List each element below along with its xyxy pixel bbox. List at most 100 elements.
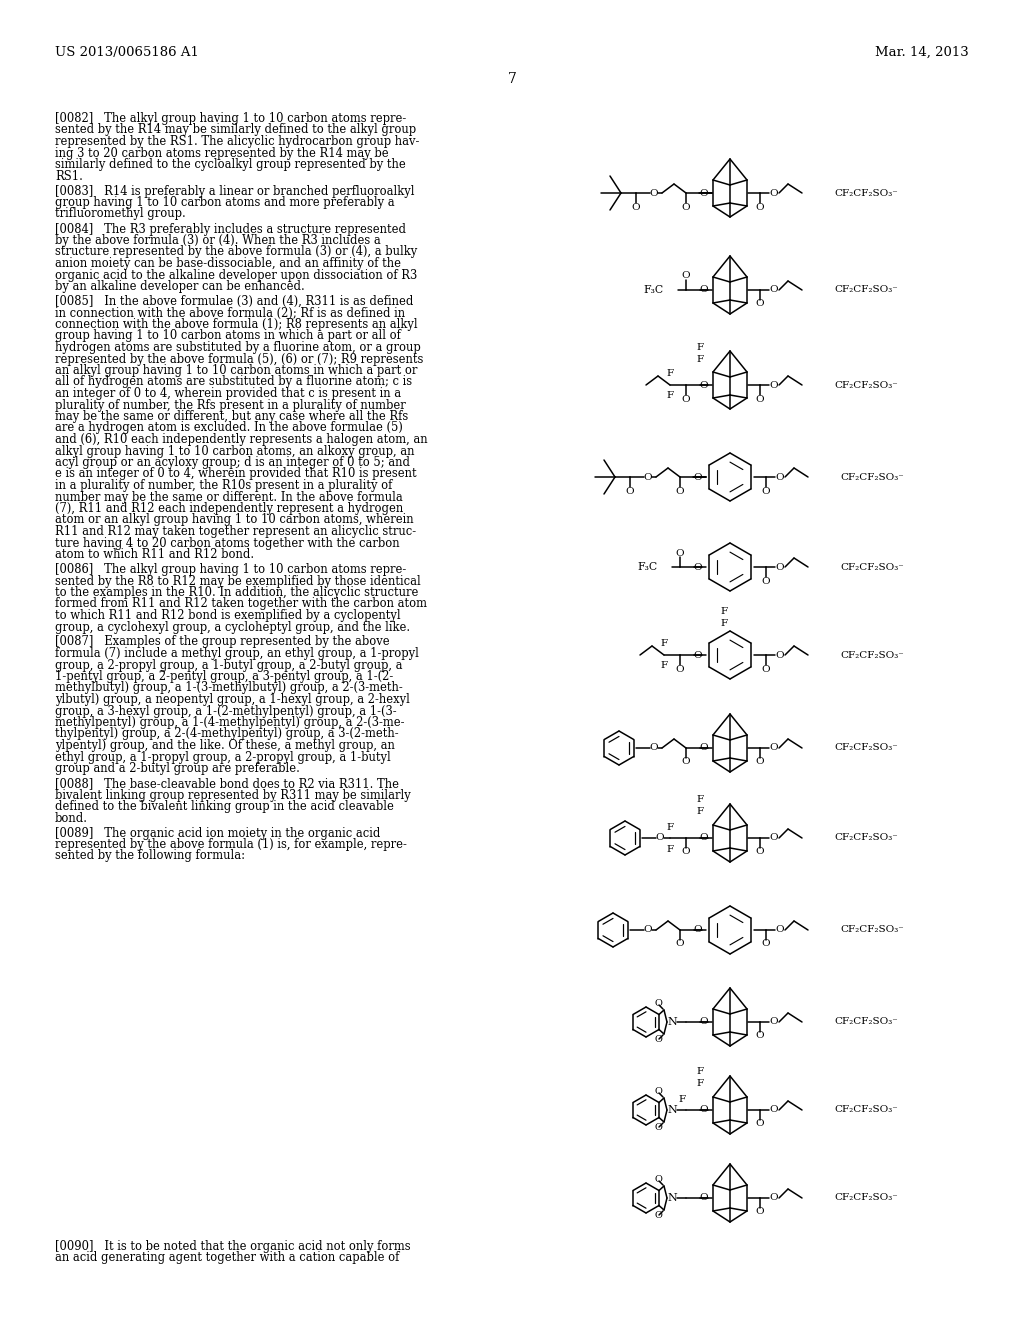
Text: O: O — [654, 1212, 662, 1221]
Text: are a hydrogen atom is excluded. In the above formulae (5): are a hydrogen atom is excluded. In the … — [55, 421, 402, 434]
Text: [0083]   R14 is preferably a linear or branched perfluoroalkyl: [0083] R14 is preferably a linear or bra… — [55, 185, 415, 198]
Text: N: N — [667, 1016, 677, 1027]
Text: 1-pentyl group, a 2-pentyl group, a 3-pentyl group, a 1-(2-: 1-pentyl group, a 2-pentyl group, a 3-pe… — [55, 671, 393, 682]
Text: F: F — [696, 1068, 703, 1077]
Text: O: O — [626, 487, 634, 495]
Text: acyl group or an acyloxy group; d is an integer of 0 to 5; and: acyl group or an acyloxy group; d is an … — [55, 455, 410, 469]
Text: O: O — [693, 651, 702, 660]
Text: O: O — [770, 1018, 778, 1027]
Text: F: F — [696, 342, 703, 351]
Text: ing 3 to 20 carbon atoms represented by the R14 may be: ing 3 to 20 carbon atoms represented by … — [55, 147, 389, 160]
Text: F: F — [721, 606, 728, 615]
Text: CF₂CF₂SO₃⁻: CF₂CF₂SO₃⁻ — [840, 562, 904, 572]
Text: similarly defined to the cycloalkyl group represented by the: similarly defined to the cycloalkyl grou… — [55, 158, 406, 172]
Text: 7: 7 — [508, 73, 516, 86]
Text: in connection with the above formula (2); Rf is as defined in: in connection with the above formula (2)… — [55, 306, 406, 319]
Text: ture having 4 to 20 carbon atoms together with the carbon: ture having 4 to 20 carbon atoms togethe… — [55, 536, 399, 549]
Text: O: O — [654, 999, 662, 1008]
Text: O: O — [756, 300, 764, 309]
Text: hydrogen atoms are substituted by a fluorine atom, or a group: hydrogen atoms are substituted by a fluo… — [55, 341, 421, 354]
Text: O: O — [644, 473, 652, 482]
Text: O: O — [699, 189, 709, 198]
Text: CF₂CF₂SO₃⁻: CF₂CF₂SO₃⁻ — [834, 1106, 898, 1114]
Text: may be the same or different, but any case where all the Rfs: may be the same or different, but any ca… — [55, 411, 409, 422]
Text: O: O — [644, 925, 652, 935]
Text: e is an integer of 0 to 4, wherein provided that R10 is present: e is an integer of 0 to 4, wherein provi… — [55, 467, 417, 480]
Text: O: O — [649, 189, 658, 198]
Text: methylbutyl) group, a 1-(3-methylbutyl) group, a 2-(3-meth-: methylbutyl) group, a 1-(3-methylbutyl) … — [55, 681, 402, 694]
Text: CF₂CF₂SO₃⁻: CF₂CF₂SO₃⁻ — [834, 833, 898, 842]
Text: [0082]   The alkyl group having 1 to 10 carbon atoms repre-: [0082] The alkyl group having 1 to 10 ca… — [55, 112, 407, 125]
Text: represented by the RS1. The alicyclic hydrocarbon group hav-: represented by the RS1. The alicyclic hy… — [55, 135, 420, 148]
Text: represented by the above formula (5), (6) or (7); R9 represents: represented by the above formula (5), (6… — [55, 352, 423, 366]
Text: by an alkaline developer can be enhanced.: by an alkaline developer can be enhanced… — [55, 280, 305, 293]
Text: group, a 3-hexyl group, a 1-(2-methylpentyl) group, a 1-(3-: group, a 3-hexyl group, a 1-(2-methylpen… — [55, 705, 396, 718]
Text: in a plurality of number, the R10s present in a plurality of: in a plurality of number, the R10s prese… — [55, 479, 392, 492]
Text: O: O — [762, 487, 770, 495]
Text: Mar. 14, 2013: Mar. 14, 2013 — [876, 46, 969, 59]
Text: number may be the same or different. In the above formula: number may be the same or different. In … — [55, 491, 402, 503]
Text: group having 1 to 10 carbon atoms and more preferably a: group having 1 to 10 carbon atoms and mo… — [55, 195, 394, 209]
Text: O: O — [676, 940, 684, 949]
Text: [0087]   Examples of the group represented by the above: [0087] Examples of the group represented… — [55, 635, 389, 648]
Text: [0088]   The base-cleavable bond does to R2 via R311. The: [0088] The base-cleavable bond does to R… — [55, 777, 399, 789]
Text: CF₂CF₂SO₃⁻: CF₂CF₂SO₃⁻ — [840, 925, 904, 935]
Text: N: N — [667, 1193, 677, 1203]
Text: methylpentyl) group, a 1-(4-methylpentyl) group, a 2-(3-me-: methylpentyl) group, a 1-(4-methylpentyl… — [55, 715, 404, 729]
Text: atom or an alkyl group having 1 to 10 carbon atoms, wherein: atom or an alkyl group having 1 to 10 ca… — [55, 513, 414, 527]
Text: O: O — [699, 1106, 709, 1114]
Text: O: O — [770, 1193, 778, 1203]
Text: N: N — [667, 1105, 677, 1115]
Text: O: O — [676, 664, 684, 673]
Text: sented by the R14 may be similarly defined to the alkyl group: sented by the R14 may be similarly defin… — [55, 124, 416, 136]
Text: anion moiety can be base-dissociable, and an affinity of the: anion moiety can be base-dissociable, an… — [55, 257, 401, 271]
Text: F: F — [696, 808, 703, 817]
Text: bond.: bond. — [55, 812, 88, 825]
Text: F: F — [667, 392, 674, 400]
Text: O: O — [762, 664, 770, 673]
Text: O: O — [770, 833, 778, 842]
Text: sented by the R8 to R12 may be exemplified by those identical: sented by the R8 to R12 may be exemplifi… — [55, 574, 421, 587]
Text: RS1.: RS1. — [55, 169, 83, 182]
Text: bivalent linking group represented by R311 may be similarly: bivalent linking group represented by R3… — [55, 788, 411, 801]
Text: an alkyl group having 1 to 10 carbon atoms in which a part or: an alkyl group having 1 to 10 carbon ato… — [55, 364, 418, 378]
Text: group and a 2-butyl group are preferable.: group and a 2-butyl group are preferable… — [55, 762, 300, 775]
Text: O: O — [676, 487, 684, 495]
Text: [0086]   The alkyl group having 1 to 10 carbon atoms repre-: [0086] The alkyl group having 1 to 10 ca… — [55, 564, 407, 576]
Text: O: O — [654, 1176, 662, 1184]
Text: O: O — [770, 1106, 778, 1114]
Text: O: O — [756, 758, 764, 767]
Text: [0084]   The R3 preferably includes a structure represented: [0084] The R3 preferably includes a stru… — [55, 223, 406, 235]
Text: O: O — [654, 1123, 662, 1133]
Text: connection with the above formula (1); R8 represents an alkyl: connection with the above formula (1); R… — [55, 318, 418, 331]
Text: O: O — [776, 562, 784, 572]
Text: O: O — [682, 758, 690, 767]
Text: CF₂CF₂SO₃⁻: CF₂CF₂SO₃⁻ — [834, 1018, 898, 1027]
Text: all of hydrogen atoms are substituted by a fluorine atom; c is: all of hydrogen atoms are substituted by… — [55, 375, 412, 388]
Text: F: F — [660, 639, 668, 648]
Text: O: O — [756, 1031, 764, 1040]
Text: F₃C: F₃C — [644, 285, 664, 294]
Text: O: O — [682, 847, 690, 857]
Text: O: O — [770, 380, 778, 389]
Text: O: O — [756, 1208, 764, 1217]
Text: F: F — [667, 845, 674, 854]
Text: O: O — [682, 395, 690, 404]
Text: O: O — [699, 1018, 709, 1027]
Text: F₃C: F₃C — [638, 562, 658, 572]
Text: structure represented by the above formula (3) or (4), a bulky: structure represented by the above formu… — [55, 246, 417, 259]
Text: O: O — [756, 1119, 764, 1129]
Text: to the examples in the R10. In addition, the alicyclic structure: to the examples in the R10. In addition,… — [55, 586, 419, 599]
Text: atom to which R11 and R12 bond.: atom to which R11 and R12 bond. — [55, 548, 254, 561]
Text: [0090]   It is to be noted that the organic acid not only forms: [0090] It is to be noted that the organi… — [55, 1239, 411, 1253]
Text: CF₂CF₂SO₃⁻: CF₂CF₂SO₃⁻ — [834, 1193, 898, 1203]
Text: ethyl group, a 1-propyl group, a 2-propyl group, a 1-butyl: ethyl group, a 1-propyl group, a 2-propy… — [55, 751, 391, 763]
Text: O: O — [770, 743, 778, 752]
Text: F: F — [696, 1080, 703, 1089]
Text: formed from R11 and R12 taken together with the carbon atom: formed from R11 and R12 taken together w… — [55, 598, 427, 610]
Text: CF₂CF₂SO₃⁻: CF₂CF₂SO₃⁻ — [840, 473, 904, 482]
Text: plurality of number, the Rfs present in a plurality of number: plurality of number, the Rfs present in … — [55, 399, 406, 412]
Text: ylpentyl) group, and the like. Of these, a methyl group, an: ylpentyl) group, and the like. Of these,… — [55, 739, 395, 752]
Text: O: O — [693, 925, 702, 935]
Text: by the above formula (3) or (4). When the R3 includes a: by the above formula (3) or (4). When th… — [55, 234, 381, 247]
